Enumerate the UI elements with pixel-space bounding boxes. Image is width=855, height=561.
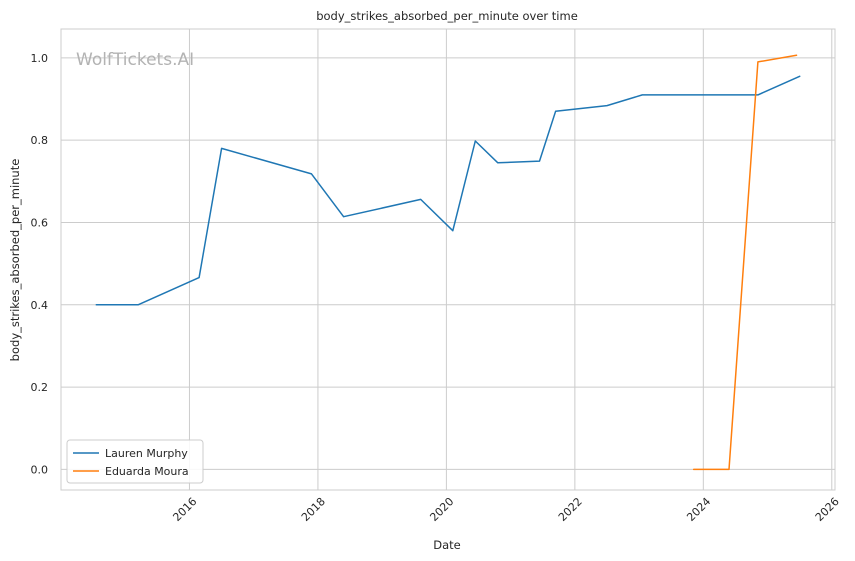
y-tick-label: 0.6 — [31, 216, 49, 229]
y-axis-ticks: 0.0 0.2 0.4 0.6 0.8 1.0 — [31, 52, 49, 477]
x-axis-label: Date — [433, 538, 461, 552]
y-tick-label: 0.2 — [31, 381, 49, 394]
legend-label: Eduarda Moura — [105, 465, 189, 478]
plot-frame — [60, 28, 836, 491]
y-tick-label: 1.0 — [31, 52, 49, 65]
legend-label: Lauren Murphy — [105, 447, 188, 460]
chart-title: body_strikes_absorbed_per_minute over ti… — [316, 9, 578, 23]
y-tick-label: 0.0 — [31, 463, 49, 476]
watermark-text: WolfTickets.AI — [76, 50, 194, 70]
y-tick-label: 0.8 — [31, 134, 49, 147]
series-lines — [95, 54, 801, 471]
series-line-lauren-murphy — [95, 75, 801, 306]
series-line-eduarda-moura — [692, 54, 798, 471]
y-axis-label: body_strikes_absorbed_per_minute — [8, 159, 22, 362]
grid-lines — [61, 29, 835, 490]
legend: Lauren Murphy Eduarda Moura — [66, 439, 204, 484]
legend-box — [66, 439, 204, 484]
y-tick-label: 0.4 — [31, 299, 49, 312]
